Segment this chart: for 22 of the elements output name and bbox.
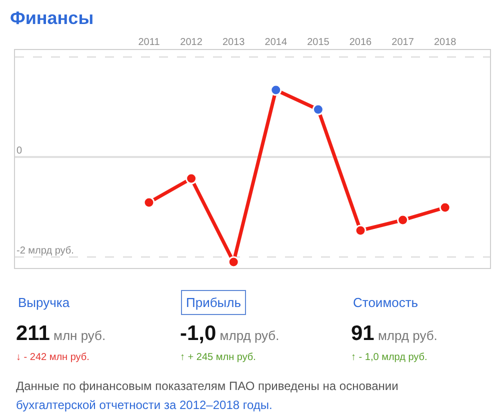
x-tick-label: 2012	[180, 37, 203, 48]
text: бухгалтерской отчетности за 2012–2018 годы.	[16, 398, 272, 412]
text: 91 млрд руб.	[351, 322, 438, 345]
text: ↑ + 245 млн руб.	[180, 352, 256, 363]
x-tick-label: 2017	[392, 37, 414, 48]
x-tick-label: 2018	[434, 37, 457, 48]
text: ↓ - 242 млн руб.	[16, 352, 90, 363]
x-tick-label: 2011	[138, 37, 160, 48]
text: Стоимость	[353, 295, 418, 310]
chart-title: Финансы	[10, 8, 94, 28]
text: Прибыль	[186, 295, 242, 310]
x-tick-label: 2015	[307, 37, 330, 48]
text: -1,0 млрд руб.	[180, 322, 280, 345]
x-tick-label: 2013	[222, 37, 246, 48]
text: Выручка	[18, 295, 70, 310]
y-tick-label: 0	[16, 146, 22, 156]
x-tick-label: 2016	[349, 37, 372, 48]
text: ↑ - 1,0 млрд руб.	[351, 352, 428, 363]
y-tick-label: -2 млрд руб.	[16, 246, 74, 256]
text: Данные по финансовым показателям ПАО приведены на основании	[16, 379, 398, 393]
x-tick-label: 2014	[264, 37, 288, 48]
text: 211 млн руб.	[16, 322, 106, 345]
